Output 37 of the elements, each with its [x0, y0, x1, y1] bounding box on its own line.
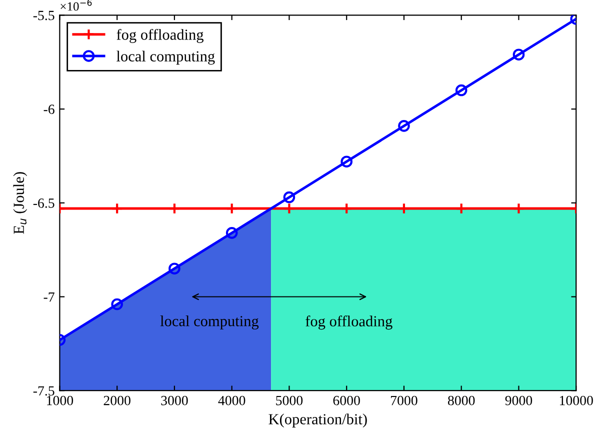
annotation: local computing — [160, 316, 259, 330]
annotation: fog offloading — [306, 316, 392, 330]
point — [168, 202, 180, 214]
point — [111, 298, 123, 310]
x-axis-title: K(operation/bit) — [268, 414, 367, 428]
point — [512, 48, 525, 61]
legend-label: local computing — [116, 50, 215, 65]
point — [455, 84, 468, 96]
legend-label: fog offloading — [116, 28, 204, 43]
point — [111, 202, 123, 214]
point — [283, 191, 296, 204]
point — [283, 202, 296, 214]
y-tick-label: -5.5 — [33, 10, 54, 20]
y-tick-label: -7 — [44, 292, 54, 302]
point — [226, 202, 238, 214]
point — [168, 262, 180, 274]
x-tick-label: 3000 — [161, 396, 188, 406]
point — [398, 202, 410, 214]
x-tick-label: 9000 — [505, 396, 532, 406]
y-tick-label: -6 — [44, 104, 54, 114]
point — [512, 202, 525, 214]
x-tick-label: 1000 — [47, 396, 74, 406]
point — [455, 202, 468, 214]
x-tick-label: 4000 — [218, 396, 246, 406]
y-axis-title: E$_{u}$ (Joule) — [13, 172, 28, 234]
x-tick-label: 10000 — [560, 396, 593, 406]
x-tick-label: 7000 — [390, 396, 418, 406]
x-tick-label: 6000 — [333, 396, 360, 406]
x-tick-label: 8000 — [448, 396, 475, 406]
x-tick-label: 2000 — [104, 396, 130, 406]
x-tick-label: 5000 — [276, 396, 303, 406]
point — [398, 120, 410, 132]
y-tick-label: -6.5 — [33, 198, 54, 208]
point — [226, 227, 238, 239]
point — [340, 202, 352, 214]
y-tick-label: -7.5 — [33, 386, 54, 396]
point — [340, 156, 352, 168]
